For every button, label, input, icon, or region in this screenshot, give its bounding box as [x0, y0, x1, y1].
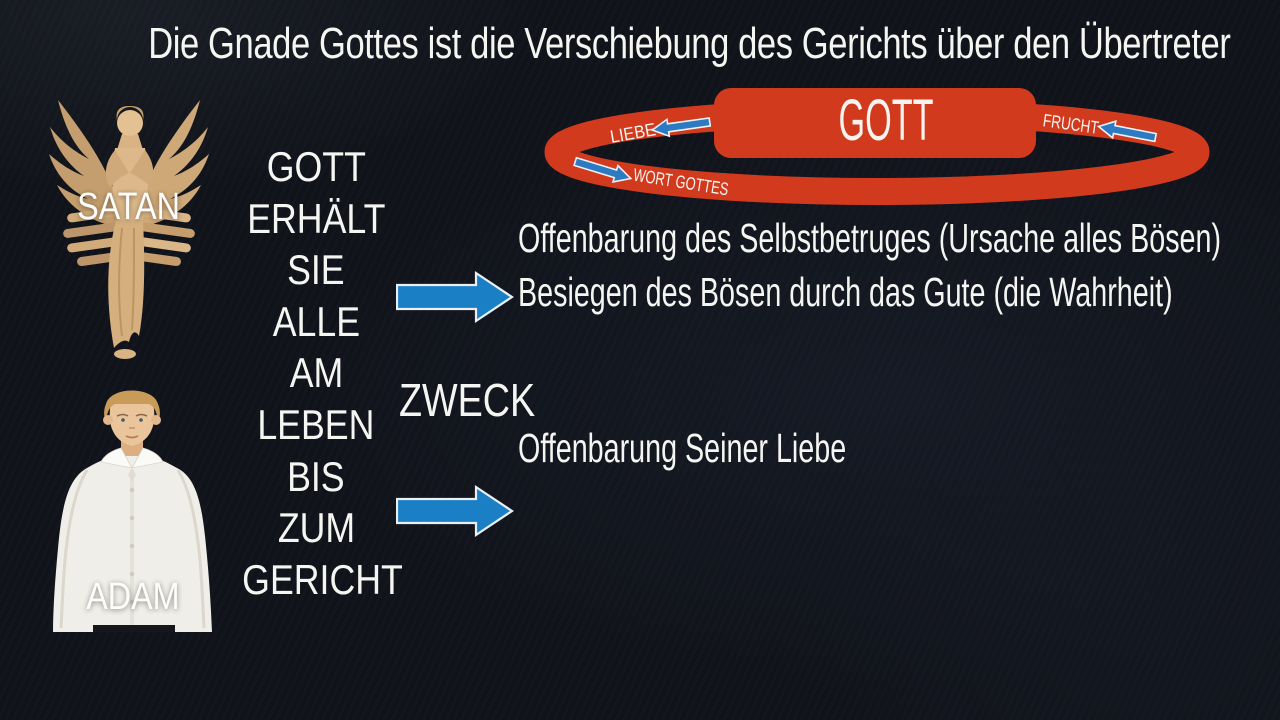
man-portrait-illustration	[53, 390, 212, 632]
adam-image: ADAM	[35, 378, 230, 632]
word-item: AM	[289, 349, 343, 397]
man-collar	[100, 447, 164, 482]
wort-gottes-arrow-icon	[573, 156, 633, 183]
adam-label: ADAM	[85, 576, 180, 618]
angel-statue-illustration	[49, 100, 209, 359]
statement-besiegen: Besiegen des Bösen durch das Gute (die W…	[518, 269, 1173, 315]
statement-liebe: Offenbarung Seiner Liebe	[518, 425, 847, 471]
slide-title: Die Gnade Gottes ist die Verschiebung de…	[0, 16, 1280, 72]
gott-cycle-diagram: GOTT LIEBE FRUCHT WORT GOTTES	[544, 88, 1210, 205]
man-head	[103, 390, 161, 456]
satan-label: SATAN	[77, 186, 181, 228]
word-item: SIE	[287, 246, 345, 294]
zweck-label: ZWECK	[399, 374, 536, 426]
word-item: ZUM	[277, 504, 355, 552]
right-arrow-icon	[396, 484, 514, 538]
angel-body	[105, 106, 154, 359]
liebe-arrow-icon	[650, 117, 712, 138]
angel-wing-right	[133, 100, 209, 267]
gott-label: GOTT	[839, 88, 934, 153]
word-item: GOTT	[266, 143, 366, 190]
statement-selbstbetrug: Offenbarung des Selbstbetruges (Ursache …	[518, 215, 1222, 261]
word-item: BIS	[287, 452, 345, 500]
satan-image: SATAN	[30, 88, 228, 368]
frucht-arrow-icon	[1096, 120, 1158, 143]
right-arrow-icon	[396, 270, 514, 324]
slide-title-text: Die Gnade Gottes ist die Verschiebung de…	[148, 19, 1231, 68]
word-item: LEBEN	[257, 400, 375, 448]
word-item: ERHÄLT	[246, 194, 386, 242]
word-column: GOTT ERHÄLT SIE ALLE AM LEBEN BIS ZUM GE…	[228, 141, 404, 605]
word-item: ALLE	[272, 297, 360, 345]
gott-box	[714, 88, 1036, 158]
man-shirt	[53, 452, 212, 632]
word-item: GERICHT	[242, 555, 403, 603]
